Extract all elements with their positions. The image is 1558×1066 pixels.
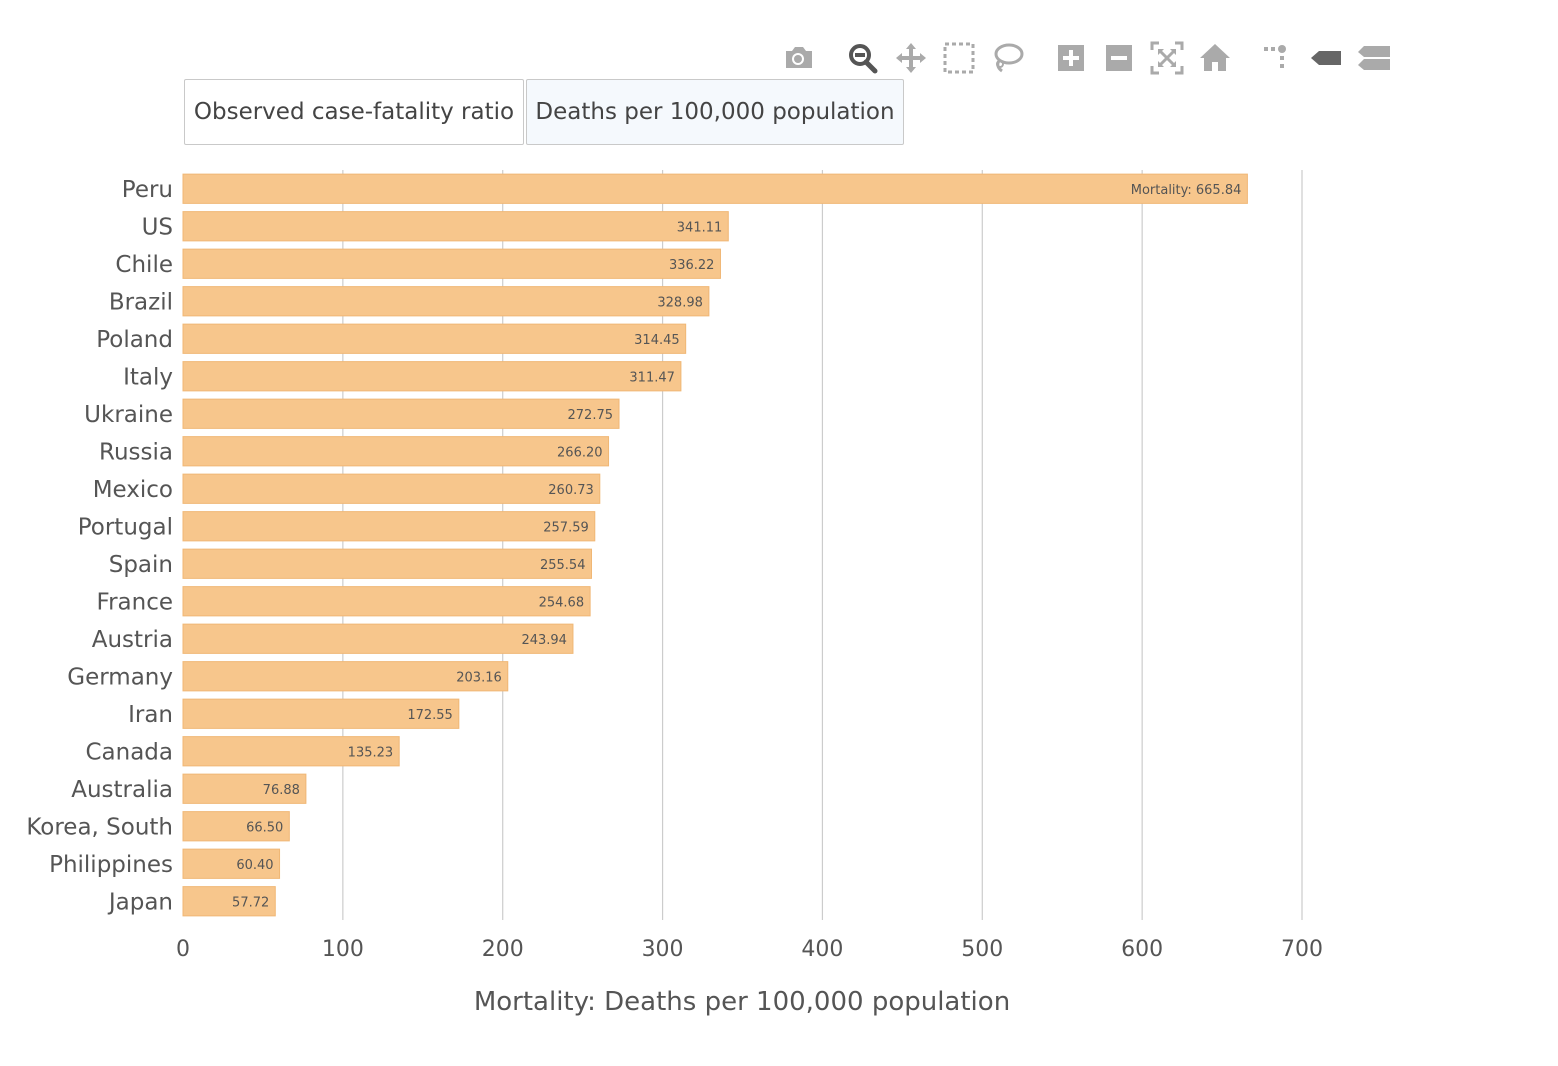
bar-value-label: 260.73 xyxy=(548,483,594,498)
category-label: Spain xyxy=(109,552,173,578)
bar-value-label: 57.72 xyxy=(232,895,269,910)
category-label: Korea, South xyxy=(26,814,173,840)
bar-value-label: 341.11 xyxy=(677,220,723,235)
case-fatality-ratio-button[interactable]: Observed case-fatality ratio xyxy=(184,79,524,145)
category-label: Iran xyxy=(128,702,173,728)
zoom-in-icon[interactable] xyxy=(1051,38,1091,78)
category-label: Japan xyxy=(107,889,173,915)
bar[interactable] xyxy=(182,736,400,767)
x-tick-label: 200 xyxy=(482,937,524,962)
bar-value-label: 243.94 xyxy=(521,633,567,648)
bar-value-label: 172.55 xyxy=(407,708,453,723)
bar[interactable] xyxy=(182,848,281,879)
bar[interactable] xyxy=(182,811,290,842)
x-tick-label: 400 xyxy=(801,937,843,962)
x-tick-label: 300 xyxy=(642,937,684,962)
bar[interactable] xyxy=(182,361,682,392)
zoom-out-icon[interactable] xyxy=(1099,38,1139,78)
autoscale-icon[interactable] xyxy=(1147,38,1187,78)
bar-value-label: 255.54 xyxy=(540,558,586,573)
bar-value-label: 336.22 xyxy=(669,258,715,273)
bar[interactable] xyxy=(182,173,1248,204)
pan-icon[interactable] xyxy=(891,38,931,78)
bar-value-label: 266.20 xyxy=(557,445,603,460)
category-label: US xyxy=(142,214,173,240)
x-tick-labels: 0 100 200 300 400 500 600 700 xyxy=(176,937,1323,962)
x-tick-label: 700 xyxy=(1281,937,1323,962)
x-tick-label: 600 xyxy=(1121,937,1163,962)
bar-value-label: 66.50 xyxy=(246,820,283,835)
bar[interactable] xyxy=(182,548,592,579)
category-label: Russia xyxy=(99,439,173,465)
bar[interactable] xyxy=(182,698,460,729)
bar-value-label: 203.16 xyxy=(456,670,502,685)
bar[interactable] xyxy=(182,211,729,242)
x-axis-title: Mortality: Deaths per 100,000 population xyxy=(474,987,1010,1017)
camera-icon[interactable] xyxy=(778,38,818,78)
bar[interactable] xyxy=(182,661,509,692)
bar-value-label: 254.68 xyxy=(539,595,585,610)
reset-axes-icon[interactable] xyxy=(1195,38,1235,78)
category-label: Portugal xyxy=(78,514,173,540)
spike-lines-icon[interactable] xyxy=(1259,38,1299,78)
category-label: Germany xyxy=(67,664,173,690)
x-tick-label: 0 xyxy=(176,937,190,962)
bar[interactable] xyxy=(182,773,307,804)
bar-value-label: 135.23 xyxy=(348,745,394,760)
bar-value-label: 272.75 xyxy=(568,408,614,423)
bar-value-label: 76.88 xyxy=(263,783,300,798)
bar[interactable] xyxy=(182,511,596,542)
bar-value-label: Mortality: 665.84 xyxy=(1131,183,1242,198)
category-label: Poland xyxy=(96,327,173,353)
zoom-icon[interactable] xyxy=(842,38,882,78)
hover-compare-icon[interactable] xyxy=(1355,38,1395,78)
bar-value-label: 60.40 xyxy=(236,858,273,873)
bar-value-label: 314.45 xyxy=(634,333,680,348)
bar[interactable] xyxy=(182,473,601,504)
category-labels: Peru US Chile Brazil Poland Italy Ukraine Russi… xyxy=(26,177,173,916)
category-label: Italy xyxy=(123,364,173,390)
category-label: Australia xyxy=(71,777,173,803)
bar[interactable] xyxy=(182,398,620,429)
lasso-select-icon[interactable] xyxy=(987,38,1027,78)
category-label: Ukraine xyxy=(84,402,173,428)
category-label: Austria xyxy=(92,627,173,653)
hover-closest-icon[interactable] xyxy=(1307,38,1347,78)
category-label: Brazil xyxy=(109,289,173,315)
x-tick-label: 500 xyxy=(961,937,1003,962)
bar[interactable] xyxy=(182,323,687,354)
bar[interactable] xyxy=(182,886,276,917)
bar-value-label: 311.47 xyxy=(629,370,675,385)
bar-value-label: 328.98 xyxy=(657,295,703,310)
category-label: Mexico xyxy=(93,477,173,503)
bar[interactable] xyxy=(182,436,610,467)
category-label: Chile xyxy=(115,252,173,278)
category-label: Philippines xyxy=(49,852,173,878)
bar-value-label: 257.59 xyxy=(543,520,589,535)
bars xyxy=(182,173,1248,917)
x-tick-label: 100 xyxy=(322,937,364,962)
bar-value-labels: Mortality: 665.84 341.11 336.22 328.98 314.4… xyxy=(232,183,1241,911)
grid-lines xyxy=(342,170,1303,920)
bar[interactable] xyxy=(182,586,591,617)
deaths-per-100k-button[interactable]: Deaths per 100,000 population xyxy=(526,79,904,145)
bar[interactable] xyxy=(182,248,721,279)
bar[interactable] xyxy=(182,623,574,654)
category-label: France xyxy=(97,589,173,615)
category-label: Canada xyxy=(85,739,173,765)
box-select-icon[interactable] xyxy=(939,38,979,78)
bar[interactable] xyxy=(182,286,710,317)
category-label: Peru xyxy=(122,177,173,203)
